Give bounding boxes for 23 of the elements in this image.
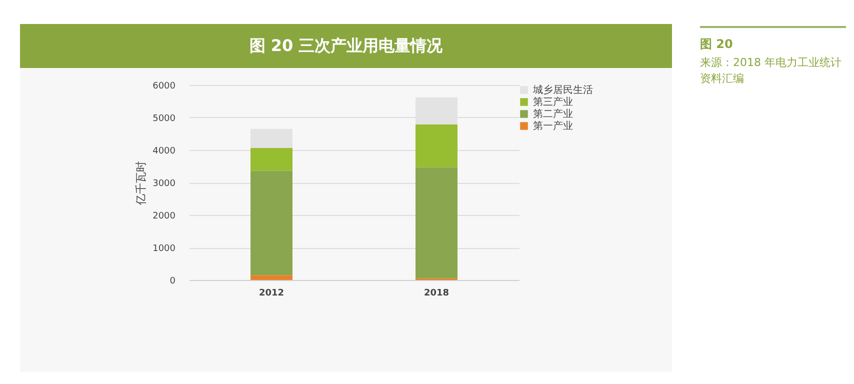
- x-tick-label: 2012: [258, 288, 284, 298]
- legend-label: 第二产业: [533, 108, 573, 120]
- bar: [250, 170, 292, 276]
- y-tick-label: 5000: [152, 114, 176, 124]
- caption: 图 20: [700, 36, 734, 52]
- bar: [416, 124, 458, 168]
- y-tick-label: 6000: [152, 82, 176, 92]
- legend-label: 第一产业: [533, 120, 573, 132]
- bar: [250, 148, 292, 171]
- source-note: 来源：2018 年电力工业统计资料汇编: [700, 55, 842, 87]
- legend-label: 第三产业: [533, 96, 573, 108]
- legend-label: 城乡居民生活: [532, 84, 593, 96]
- y-tick-label: 3000: [152, 179, 176, 189]
- chart-title: 图 20 三次产业用电量情况: [20, 24, 672, 68]
- bar: [250, 128, 292, 148]
- y-tick-label: 4000: [152, 146, 176, 156]
- bar: [250, 275, 292, 280]
- y-axis-title: 亿千瓦时: [134, 161, 148, 206]
- y-tick-label: 2000: [152, 212, 176, 222]
- x-tick-label: 2018: [424, 288, 450, 298]
- y-tick-label: 1000: [152, 244, 176, 254]
- bar: [416, 167, 458, 278]
- y-tick-label: 0: [170, 276, 176, 286]
